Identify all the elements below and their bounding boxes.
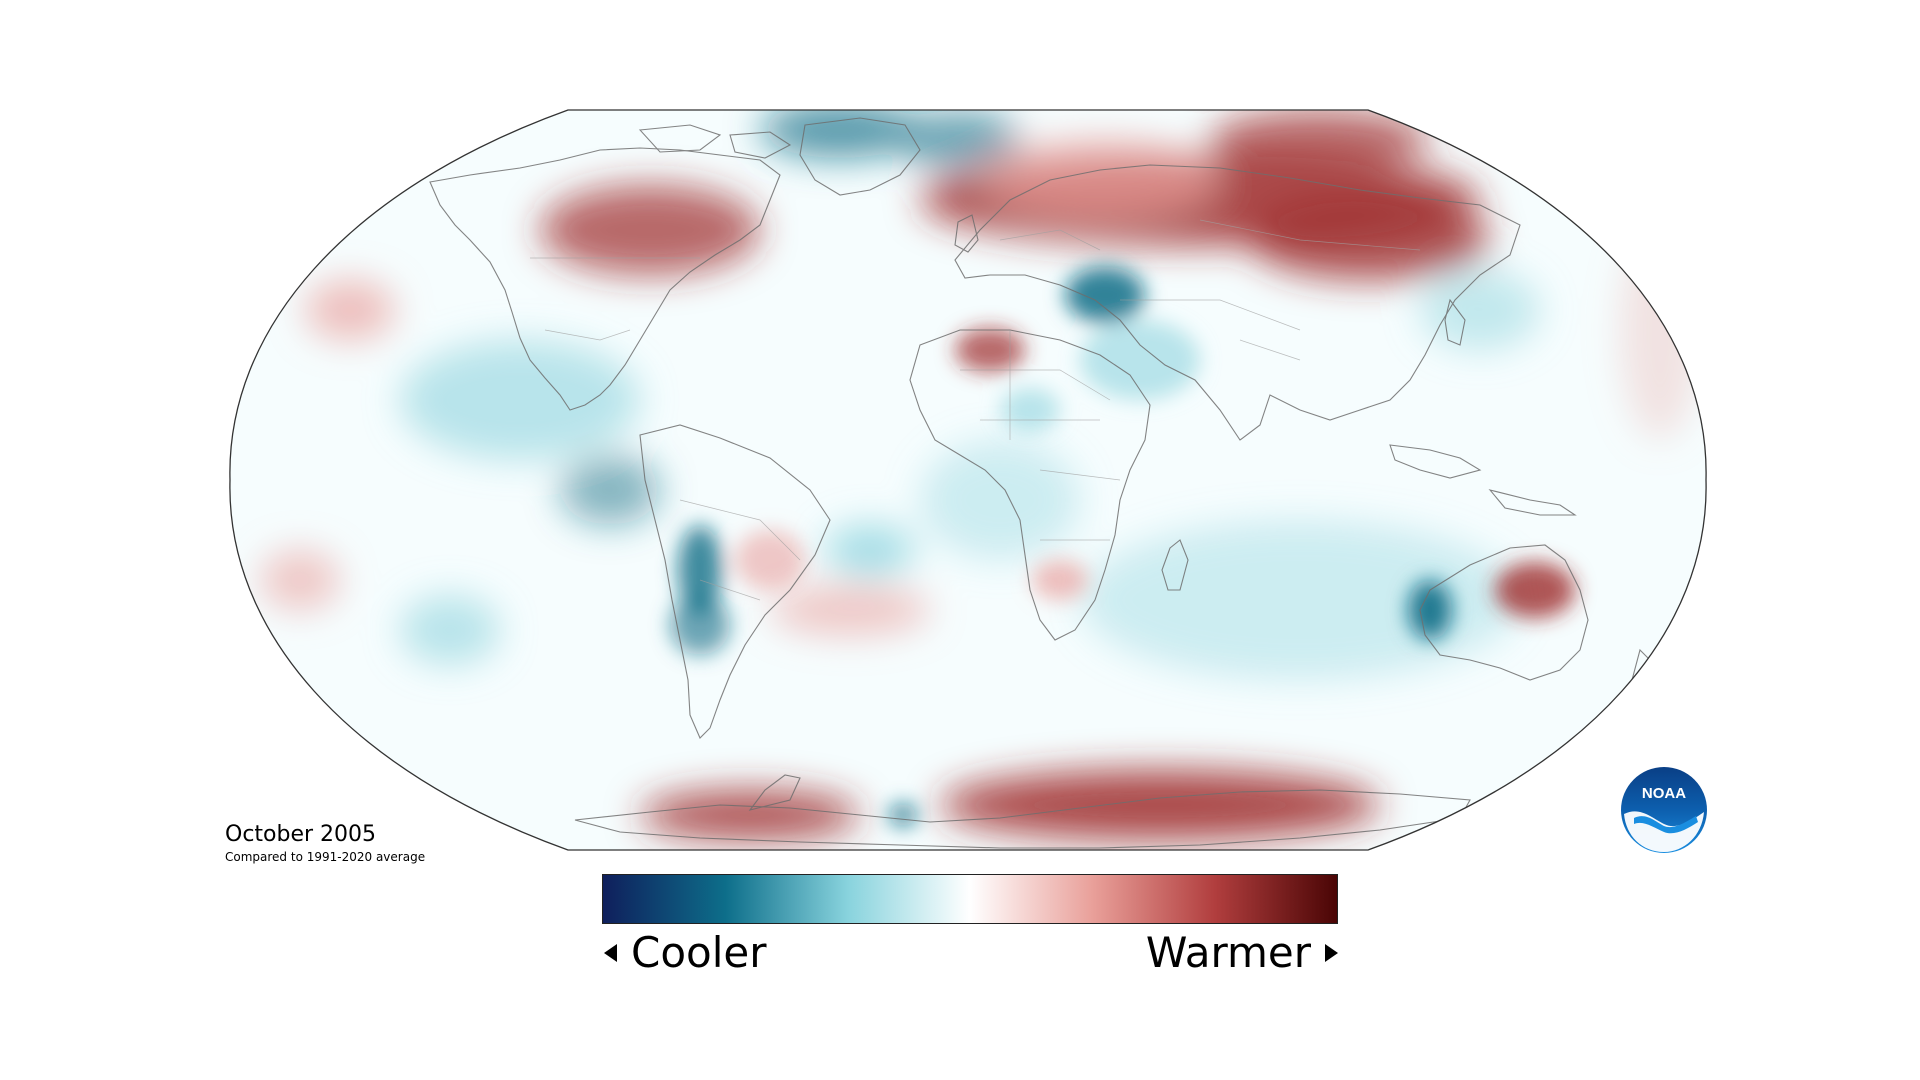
anomaly-region [1210, 110, 1430, 170]
anomaly-region [889, 803, 917, 827]
anomaly-region [900, 110, 1020, 170]
anomaly-region [760, 110, 920, 158]
legend-cooler: Cooler [604, 928, 767, 977]
anomaly-region [640, 790, 860, 840]
anomaly-region [1000, 388, 1060, 432]
anomaly-region [825, 525, 915, 575]
anomaly-region [1250, 200, 1490, 280]
legend-warmer-label: Warmer [1145, 928, 1311, 977]
anomaly-region [305, 280, 395, 340]
anomaly-region [1065, 267, 1145, 323]
coastlines [429, 117, 1656, 849]
map-outline [229, 109, 1707, 851]
anomaly-region [1420, 270, 1540, 350]
noaa-logo-icon: NOAA [1621, 767, 1707, 853]
anomaly-region [1408, 580, 1452, 640]
legend-warmer: Warmer [1146, 928, 1338, 977]
right-arrow-icon [1325, 943, 1338, 962]
anomaly-region [400, 595, 500, 665]
anomaly-region [955, 328, 1025, 372]
anomaly-region [260, 550, 340, 610]
anomaly-region [920, 440, 1080, 560]
anomaly-region [678, 525, 722, 615]
anomaly-region [560, 455, 660, 525]
anomaly-region [1080, 320, 1200, 400]
anomaly-region [670, 595, 730, 655]
left-arrow-icon [604, 943, 617, 962]
anomaly-region [940, 770, 1380, 840]
country-borders [530, 219, 1421, 601]
anomaly-region [400, 340, 640, 460]
noaa-logo-text: NOAA [1642, 785, 1686, 802]
color-scale-bar [602, 874, 1338, 924]
map-title: October 2005 [225, 822, 377, 847]
anomaly-region [735, 530, 805, 590]
anomaly-region [980, 140, 1220, 220]
anomaly-region [770, 585, 930, 635]
anomaly-region [540, 185, 760, 275]
legend-cooler-label: Cooler [631, 928, 767, 977]
anomaly-field [229, 110, 1707, 850]
anomaly-region [1620, 220, 1700, 440]
anomaly-region [1032, 560, 1088, 600]
anomaly-region [1080, 520, 1520, 680]
map-subtitle: Compared to 1991-2020 average [225, 850, 426, 864]
anomaly-region [1495, 562, 1575, 618]
